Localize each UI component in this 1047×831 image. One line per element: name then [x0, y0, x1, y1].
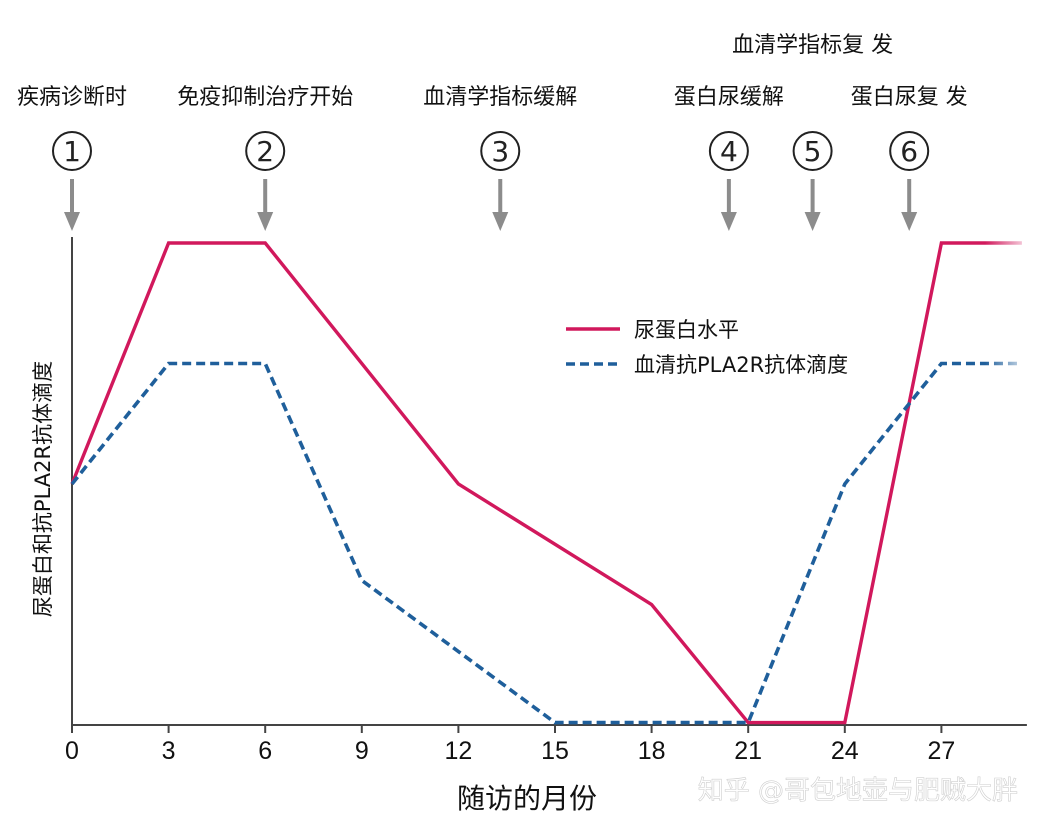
- event-label-2: 免疫抑制治疗开始: [177, 85, 353, 110]
- legend-label-2: 血清抗PLA2R抗体滴度: [634, 353, 848, 377]
- event-marker-circle-5: [792, 131, 833, 171]
- x-tick-label-12: 12: [444, 737, 472, 765]
- x-tick-label-3: 3: [162, 737, 176, 765]
- series-line-proteinuria: [70, 241, 1022, 725]
- event-marker-circle-2: [245, 131, 286, 171]
- watermark: 知乎 @哥包地壶与肥贼大胖: [698, 776, 1018, 806]
- event-arrow-head-5: [804, 212, 821, 231]
- x-tick-label-15: 15: [541, 737, 569, 765]
- x-tick-label-0: 0: [65, 737, 79, 765]
- event-arrow-head-1: [64, 212, 80, 231]
- event-arrow-head-6: [901, 212, 918, 231]
- axes-layer: [71, 237, 1027, 726]
- event-number-1: 1: [63, 135, 81, 168]
- event-marker-circle-3: [480, 131, 521, 171]
- x-tick-label-24: 24: [831, 737, 859, 765]
- x-tick-label-6: 6: [258, 737, 272, 765]
- event-marker-circle-4: [708, 131, 749, 171]
- x-tick-label-27: 27: [927, 737, 955, 765]
- line-fade-overlay: [985, 225, 1035, 385]
- series-layer: [70, 241, 1022, 725]
- x-tick-label-21: 21: [734, 737, 762, 765]
- event-marker-circle-1: [52, 131, 92, 171]
- event-label-1: 疾病诊断时: [17, 85, 127, 110]
- event-label-3: 血清学指标缓解: [423, 85, 577, 110]
- event-arrow-head-4: [720, 212, 737, 231]
- event-number-5: 5: [804, 135, 822, 168]
- events-layer: 疾病诊断时 1 免疫抑制治疗开始 2 血清学指标缓解 3 蛋白尿缓解 4 血清学指标复 发 5 蛋白…: [17, 33, 968, 231]
- event-number-4: 4: [720, 135, 738, 168]
- event-arrow-head-2: [257, 212, 274, 231]
- event-number-3: 3: [491, 135, 509, 168]
- event-arrow-head-3: [492, 212, 509, 231]
- event-number-2: 2: [256, 135, 274, 168]
- event-label-4: 蛋白尿缓解: [674, 85, 784, 110]
- ticks-layer: 0 3 6 9 12 15 18 21 24 27: [65, 725, 955, 765]
- event-marker-circle-6: [889, 131, 930, 171]
- x-tick-label-9: 9: [355, 737, 369, 765]
- event-number-6: 6: [900, 135, 918, 168]
- legend-label-1: 尿蛋白水平: [634, 318, 739, 342]
- x-tick-label-18: 18: [638, 737, 666, 765]
- x-axis-label: 随访的月份: [457, 782, 597, 815]
- series-line-pla2r-antibody: [70, 361, 1022, 725]
- event-label-5: 血清学指标复 发: [732, 33, 893, 58]
- event-label-6: 蛋白尿复 发: [851, 85, 968, 110]
- y-axis-label: 尿蛋白和抗PLA2R抗体滴度: [31, 361, 55, 617]
